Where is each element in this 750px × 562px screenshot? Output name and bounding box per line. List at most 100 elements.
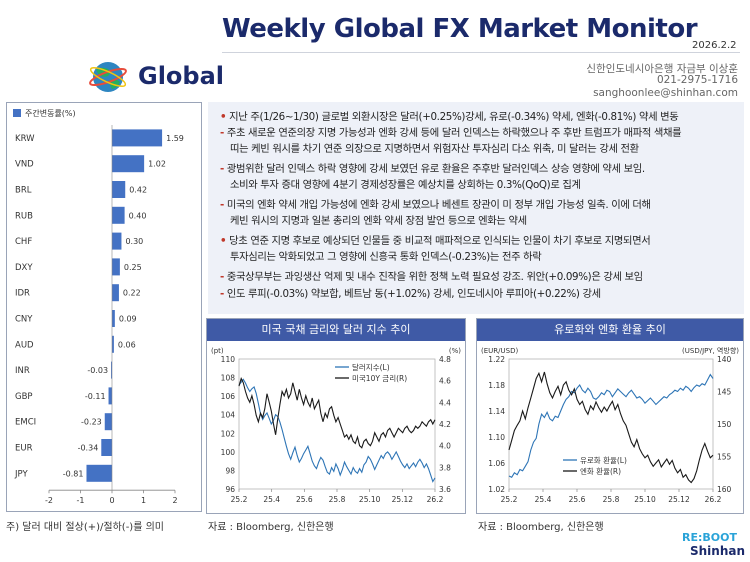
right-tick-label: 3.6 <box>439 485 451 494</box>
report-date: 2026.2.2 <box>692 40 737 51</box>
x-tick-label: 25.2 <box>231 495 248 504</box>
commentary-text: 띠는 케빈 워시를 차기 연준 의장으로 지명하면서 위험자산 투자심리 다소 … <box>230 143 639 155</box>
fx-change-bar-chart: 주간변동률(%) KRW 1.59 VND 1.02 BRL 0.42 RUB 0.40 CHF… <box>13 108 184 505</box>
bar-value-label: 1.59 <box>166 134 184 143</box>
commentary-text: 인도 루피(-0.03%) 약보합, 베트남 동(+1.02%) 강세, 인도네… <box>226 288 601 300</box>
bar-category-label: IDR <box>15 289 30 299</box>
reboot-logo: RE:BOOT <box>682 531 737 544</box>
commentary-text: 당초 연준 지명 후보로 예상되던 인물들 중 비교적 매파적으로 인식되는 인… <box>229 235 651 247</box>
right-tick-label: 140 <box>717 355 732 364</box>
series-line-1 <box>238 376 436 449</box>
chart2-source: 자료 : Bloomberg, 신한은행 <box>478 522 604 533</box>
eur-jpy-chart-title: 유로화와 엔화 환율 추이 <box>477 319 743 341</box>
bar-category-label: EMCI <box>15 418 36 428</box>
bar-category-label: RUB <box>15 211 33 221</box>
bar-value-label: -0.81 <box>63 469 84 478</box>
commentary-line: - 주초 새로운 연준의장 지명 가능성과 엔화 강세 등에 달러 인덱스는 하… <box>220 124 682 139</box>
bar-category-label: KRW <box>15 134 35 144</box>
contact-dept: 신한인도네시아은행 자금부 이상훈 <box>586 63 738 75</box>
commentary-line: - 미국의 엔화 약세 개입 가능성에 엔화 강세 보였으나 베센트 장관이 미… <box>220 196 651 211</box>
right-tick-label: 4.4 <box>439 398 451 407</box>
commentary-text: 케빈 워시의 지명과 일본 총리의 엔화 약세 장점 발언 등으로 엔화는 약세 <box>230 215 527 227</box>
right-tick-label: 3.8 <box>439 463 451 472</box>
eur-jpy-line-chart: (EUR/USD) (USD/JPY, 역방향) 1.02 1.06 1.10 1.14 1… <box>481 346 739 504</box>
market-commentary: • 지난 주(1/26~1/30) 글로벌 외환시장은 달러(+0.25%)강세… <box>208 102 744 314</box>
legend-label: 달러지수(L) <box>352 363 390 372</box>
ust-dxy-chart-panel: 미국 국채 금리와 달러 지수 추이 (pt) (%) 96 98 100 102 104 1… <box>206 318 466 514</box>
x-tick-label: 25.12 <box>392 495 414 504</box>
contact-phone: 021-2975-1716 <box>656 74 738 86</box>
left-tick-label: 106 <box>221 392 236 401</box>
commentary-text: 중국상무부는 과잉생산 억제 및 내수 진작을 위한 정책 노력 필요성 강조.… <box>226 271 643 283</box>
left-tick-label: 1.02 <box>488 485 505 494</box>
page-title: Weekly Global FX Market Monitor <box>222 14 698 44</box>
legend-label: 미국10Y 금리(R) <box>352 374 407 383</box>
bar-krw <box>112 129 163 147</box>
left-tick-label: 104 <box>221 411 236 420</box>
x-tick-label: 25.4 <box>535 495 552 504</box>
ust-dxy-chart-title: 미국 국채 금리와 달러 지수 추이 <box>207 319 465 341</box>
right-tick-label: 4.2 <box>439 420 451 429</box>
chart1-source: 자료 : Bloomberg, 신한은행 <box>208 522 334 533</box>
right-tick-label: 145 <box>717 388 732 397</box>
commentary-text: 소비와 투자 증대 영향에 4분기 경제성장률은 예상치를 상회하는 0.3%(… <box>230 179 581 191</box>
bar-gbp <box>108 387 112 405</box>
bar-legend-label: 주간변동률(%) <box>25 108 76 118</box>
bar-emci <box>104 413 112 431</box>
x-tick-label: 26.2 <box>427 495 444 504</box>
bar-category-label: JPY <box>14 469 28 479</box>
bullet-mark: - <box>220 127 224 139</box>
right-tick-label: 4.8 <box>439 355 451 364</box>
title-divider <box>222 52 740 53</box>
bar-vnd <box>112 155 145 173</box>
commentary-line: 투자심리는 악화되었고 그 영향에 신흥국 통화 인덱스(-0.23%)는 전주… <box>230 248 542 263</box>
bar-eur <box>101 439 112 456</box>
commentary-text: 주초 새로운 연준의장 지명 가능성과 엔화 강세 등에 달러 인덱스는 하락했… <box>226 127 682 139</box>
bar-x-tick-label: 1 <box>141 496 146 505</box>
bar-inr <box>111 361 112 379</box>
bar-chart-note: 주) 달러 대비 절상(+)/절하(-)를 의미 <box>6 522 164 533</box>
bar-dxy <box>112 258 120 276</box>
bullet-mark: - <box>220 271 224 283</box>
ust-dxy-line-chart: (pt) (%) 96 98 100 102 104 106 108 110 3.6 3.8 4.0 4.… <box>211 347 461 504</box>
left-tick-label: 1.22 <box>488 355 505 364</box>
bullet-mark: - <box>220 288 224 300</box>
bar-category-label: CHF <box>15 237 32 247</box>
commentary-text: 미국의 엔화 약세 개입 가능성에 엔화 강세 보였으나 베센트 장관이 미 정… <box>226 199 651 211</box>
commentary-line: • 당초 연준 지명 후보로 예상되던 인물들 중 비교적 매파적으로 인식되는… <box>220 232 651 247</box>
x-tick-label: 25.6 <box>296 495 313 504</box>
globe-icon <box>89 62 127 92</box>
x-tick-label: 25.10 <box>634 495 656 504</box>
right-axis-unit: (%) <box>449 347 461 355</box>
bar-category-label: AUD <box>15 340 34 350</box>
bar-category-label: EUR <box>15 444 33 454</box>
commentary-text: 지난 주(1/26~1/30) 글로벌 외환시장은 달러(+0.25%)강세, … <box>229 111 679 123</box>
x-tick-label: 25.6 <box>569 495 586 504</box>
contact-email[interactable]: sanghoonlee@shinhan.com <box>593 87 738 99</box>
bullet-mark: - <box>220 199 224 211</box>
section-title: Global <box>138 62 225 90</box>
left-tick-label: 100 <box>221 448 236 457</box>
right-tick-label: 160 <box>717 485 732 494</box>
bar-category-label: BRL <box>15 186 32 196</box>
commentary-line: - 인도 루피(-0.03%) 약보합, 베트남 동(+1.02%) 강세, 인… <box>220 285 601 300</box>
commentary-line: 케빈 워시의 지명과 일본 총리의 엔화 약세 장점 발언 등으로 엔화는 약세 <box>230 212 527 227</box>
bar-rub <box>112 206 125 224</box>
left-tick-label: 98 <box>225 466 235 475</box>
bar-value-label: 0.06 <box>118 340 136 349</box>
bar-value-label: -0.11 <box>85 392 106 401</box>
legend-label: 유로화 환율(L) <box>580 455 627 465</box>
bar-value-label: 0.22 <box>123 289 141 298</box>
series-line-0 <box>238 378 436 483</box>
x-tick-label: 25.8 <box>603 495 620 504</box>
x-tick-label: 25.4 <box>263 495 280 504</box>
bar-value-label: 0.42 <box>129 186 147 195</box>
fx-change-bar-panel: 주간변동률(%) KRW 1.59 VND 1.02 BRL 0.42 RUB 0.40 CHF… <box>6 102 202 512</box>
x-tick-label: 25.10 <box>359 495 381 504</box>
left-tick-label: 108 <box>221 374 236 383</box>
bar-category-label: DXY <box>15 263 33 273</box>
x-tick-label: 26.2 <box>705 495 722 504</box>
x-tick-label: 25.12 <box>668 495 690 504</box>
bar-value-label: 1.02 <box>148 160 166 169</box>
bar-x-tick-label: -1 <box>77 496 85 505</box>
